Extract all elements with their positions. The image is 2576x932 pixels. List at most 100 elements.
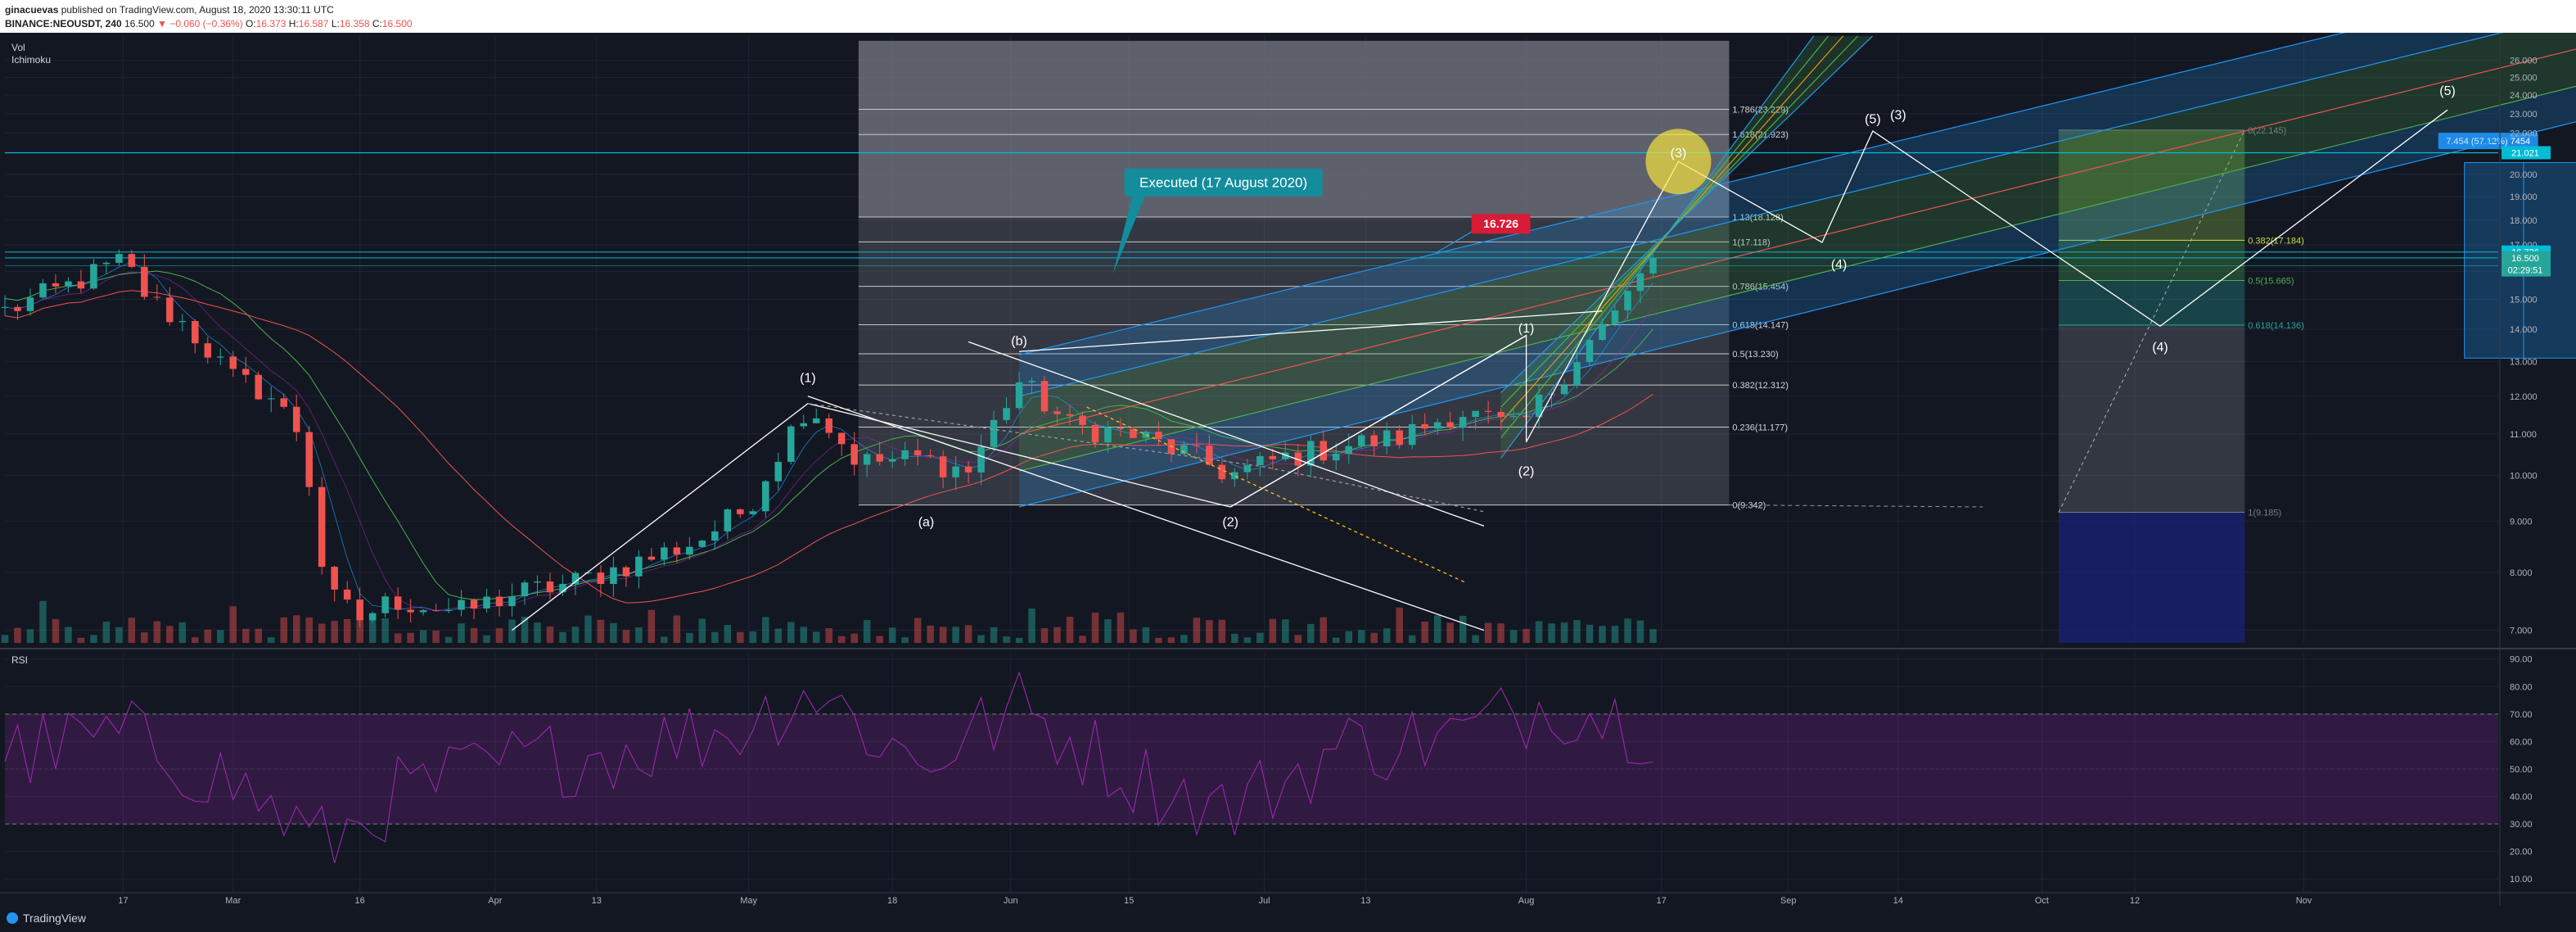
indicator-label: RSI <box>11 654 28 666</box>
volume-bar <box>774 628 783 643</box>
volume-bar <box>1015 637 1023 643</box>
volume-bar <box>1357 630 1365 643</box>
ichimoku-base <box>4 271 1653 611</box>
callout-text: Executed (17 August 2020) <box>1139 175 1307 191</box>
candle-body <box>368 613 377 621</box>
volume-bar <box>686 632 693 643</box>
volume-bar <box>1079 636 1086 643</box>
volume-bar <box>331 621 338 643</box>
wave-paths[interactable] <box>512 109 2448 631</box>
time-tick: 15 <box>1124 896 1134 906</box>
candle-body <box>1231 472 1238 480</box>
candle-body <box>1 306 9 308</box>
footer-brand[interactable]: TradingView <box>23 912 87 925</box>
candle-body <box>1003 408 1010 420</box>
candle-body <box>1370 435 1378 447</box>
volume-bar <box>1053 627 1061 643</box>
volume-bar <box>952 627 959 643</box>
fib-level-label: 0.5(13.230) <box>1732 350 1778 360</box>
rsi-tick: 20.00 <box>2510 848 2533 857</box>
candle-body <box>724 509 732 532</box>
axes: 26.00025.00024.00023.00022.00021.00020.0… <box>0 33 2576 906</box>
volume-bar <box>343 618 351 643</box>
time-tick: 13 <box>1360 896 1370 906</box>
candle-body <box>1332 453 1340 461</box>
candle-body <box>458 599 465 610</box>
candle-body <box>141 266 148 297</box>
candle-body <box>1636 273 1644 292</box>
volume-bar <box>255 628 263 643</box>
candle-body <box>1218 464 1226 480</box>
volume-bar <box>1586 624 1594 643</box>
candle-body <box>1408 423 1416 446</box>
volume-bar <box>1218 619 1226 643</box>
tradingview-logo-icon[interactable] <box>7 912 18 924</box>
candle-body <box>1066 414 1074 416</box>
candle-body <box>394 596 402 610</box>
indicator-label: Ichimoku <box>11 54 51 66</box>
time-tick: May <box>740 896 757 906</box>
fib-projection[interactable]: 0(22.145) 0.382(17.184) 0.5(15.665) 0.618(1… <box>2058 126 2304 643</box>
wave-projection <box>1229 109 2448 508</box>
candle-body <box>26 297 34 311</box>
fib-retracement[interactable]: 1.786(23.229) 1.618(21.923) 1.13(18.128) 1(… <box>858 40 1983 511</box>
price-tag: 16.500 <box>2502 251 2551 265</box>
price-tag-text: 16.500 <box>2511 254 2539 264</box>
publish-info: ginacuevas published on TradingView.com,… <box>5 4 334 16</box>
chart-canvas[interactable]: 1.786(23.229) 1.618(21.923) 1.13(18.128) 1(… <box>0 33 2576 906</box>
rsi-tick: 70.00 <box>2510 710 2533 720</box>
candle-body <box>698 541 706 547</box>
footer-bar: TradingView <box>0 906 2576 932</box>
projection-zone <box>2059 129 2245 241</box>
rsi-line <box>4 671 1653 864</box>
volume-bar <box>166 626 174 643</box>
volume-bar <box>1142 627 1150 643</box>
volume-bar <box>153 621 161 643</box>
channel-line <box>1018 33 2346 355</box>
price-label-red[interactable]: 16.726 <box>1435 214 1531 254</box>
candle-body <box>1396 430 1403 446</box>
regression-channel[interactable] <box>1018 33 2576 508</box>
wave-label: (2) <box>1518 464 1535 478</box>
projection-zone-low <box>2059 512 2245 643</box>
candle-body <box>432 610 440 612</box>
price-tag-text: 21.021 <box>2511 148 2539 158</box>
price-tag: 02:29:51 <box>2502 263 2551 277</box>
price-tag: 21.021 <box>2502 146 2551 160</box>
volume-bar <box>432 630 440 643</box>
volume-bar <box>837 636 846 643</box>
time-tick: Oct <box>2035 896 2049 906</box>
candle-body <box>343 589 351 600</box>
author-name[interactable]: ginacuevas <box>5 4 59 16</box>
rsi-tick: 90.00 <box>2510 655 2533 665</box>
volume-bar <box>1472 635 1479 643</box>
symbol-name[interactable]: BINANCE:NEOUSDT, 240 <box>5 18 122 29</box>
price-tick: 9.000 <box>2510 517 2533 527</box>
price-tag-text: 02:29:51 <box>2508 266 2543 276</box>
fib-level-label: 0.382(12.312) <box>1732 381 1789 391</box>
candle-body <box>837 432 846 445</box>
high-value: 16.587 <box>298 18 329 29</box>
volume-bar <box>1 635 9 643</box>
candle-body <box>1320 441 1328 461</box>
volume-bar <box>1282 619 1289 643</box>
candle-body <box>597 572 605 584</box>
volume-bar <box>1167 637 1175 643</box>
volume-bar <box>698 618 706 643</box>
horizontal-lines[interactable] <box>5 152 2498 267</box>
volume-bar <box>1636 620 1644 643</box>
price-tick: 11.000 <box>2510 430 2537 440</box>
measure-label[interactable]: 7.454 (57.12%) 7454 <box>2438 133 2538 150</box>
volume-bar <box>1206 620 1213 643</box>
candle-body <box>419 610 427 613</box>
wave-label: (a) <box>918 515 935 529</box>
fib-level-label: 0(9.342) <box>1732 501 1766 511</box>
price-tick: 8.000 <box>2510 568 2533 578</box>
executed-callout[interactable]: Executed (17 August 2020) <box>1112 168 1323 274</box>
volume-bar <box>407 632 414 643</box>
wave-label: (1) <box>1518 322 1535 336</box>
fib-trend-dashed <box>1729 504 1983 508</box>
candle-body <box>483 596 490 609</box>
volume-bar <box>1155 637 1162 643</box>
